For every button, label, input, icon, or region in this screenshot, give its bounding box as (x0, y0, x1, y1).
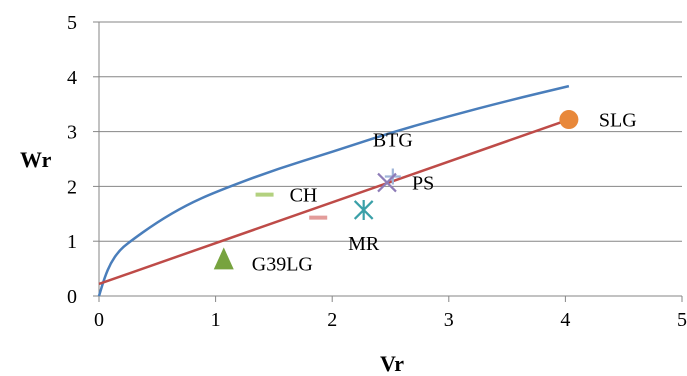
marker-slg (559, 110, 579, 130)
x-tick-label-3: 3 (444, 309, 454, 331)
marker-ch (255, 192, 274, 197)
axes (93, 21, 683, 302)
marker-mr (353, 199, 374, 220)
y-axis-label: Wr (20, 147, 52, 172)
tick-labels: 0 1 2 3 4 5 0 1 2 3 4 5 (67, 12, 687, 331)
y-tick-label-0: 0 (67, 286, 77, 308)
grid (99, 21, 682, 242)
y-tick-label-1: 1 (67, 231, 77, 253)
marker-unlabeled-5 (309, 215, 328, 220)
point-label-ch: CH (290, 185, 318, 207)
x-axis-label: Vr (380, 351, 404, 376)
x-tick-label-4: 4 (560, 309, 570, 331)
x-tick-label-1: 1 (211, 309, 221, 331)
x-tick-label-5: 5 (677, 309, 687, 331)
x-tick-label-0: 0 (94, 309, 104, 331)
y-tick-label-3: 3 (67, 122, 77, 144)
point-label-ps: PS (412, 173, 434, 195)
marker-g39lg (213, 247, 234, 270)
regression-line (98, 118, 570, 286)
y-tick-label-5: 5 (67, 12, 77, 34)
point-label-slg: SLG (599, 110, 637, 132)
markers-layer (213, 110, 579, 270)
point-label-g39lg: G39LG (252, 253, 313, 275)
marker-ps (377, 172, 397, 193)
y-tick-label-2: 2 (67, 176, 77, 198)
point-label-mr: MR (348, 233, 380, 255)
fitted-curve (97, 84, 570, 297)
y-tick-label-4: 4 (67, 67, 77, 89)
point-labels: SLG BTG PS CH MR G39LG (252, 110, 637, 276)
point-label-btg: BTG (373, 130, 413, 152)
series-layer (97, 84, 570, 297)
x-tick-label-2: 2 (327, 309, 337, 331)
